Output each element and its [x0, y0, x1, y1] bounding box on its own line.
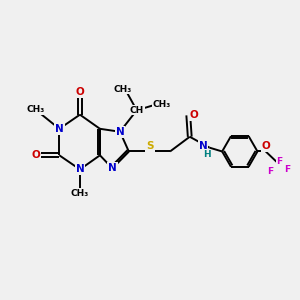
Text: N: N — [55, 124, 64, 134]
Text: CH: CH — [130, 106, 144, 115]
Text: F: F — [284, 165, 290, 174]
Text: CH₃: CH₃ — [27, 105, 45, 114]
Text: O: O — [261, 141, 270, 151]
Text: O: O — [76, 87, 84, 97]
Text: CH₃: CH₃ — [153, 100, 171, 109]
Text: F: F — [267, 167, 273, 176]
Text: F: F — [277, 157, 283, 166]
Text: N: N — [76, 164, 84, 174]
Text: N: N — [116, 127, 124, 137]
Text: N: N — [199, 141, 207, 151]
Text: N: N — [108, 163, 117, 173]
Text: H: H — [203, 150, 210, 159]
Text: O: O — [189, 110, 198, 120]
Text: CH₃: CH₃ — [113, 85, 131, 94]
Text: CH₃: CH₃ — [71, 189, 89, 198]
Text: O: O — [32, 150, 40, 160]
Text: S: S — [146, 141, 154, 151]
